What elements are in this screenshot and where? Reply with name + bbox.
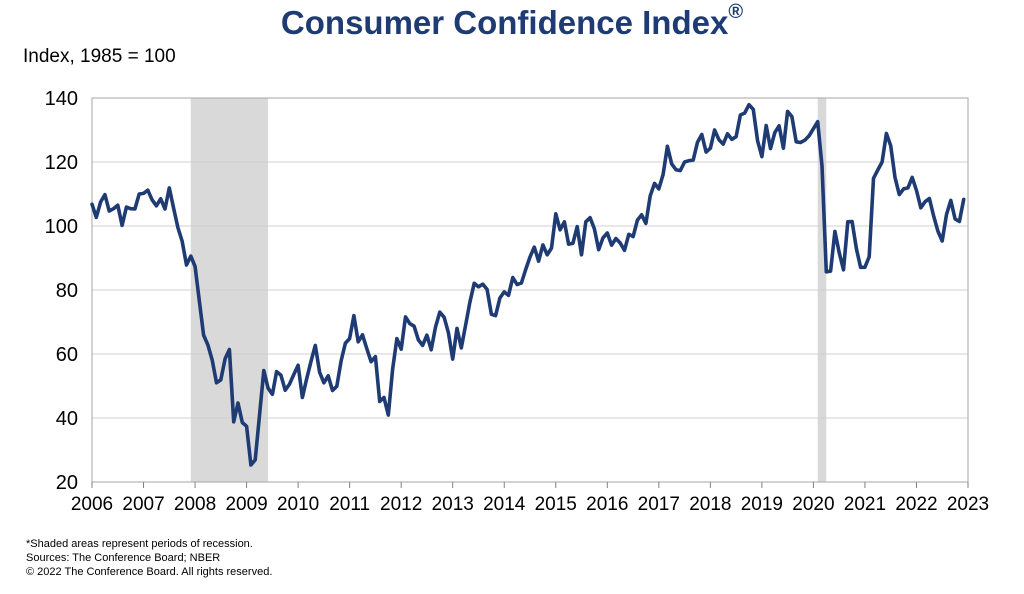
y-tick-label: 120 [45, 152, 78, 174]
x-tick-label: 2017 [638, 494, 680, 515]
x-tick-label: 2018 [689, 494, 731, 515]
x-tick-label: 2023 [947, 494, 989, 515]
x-tick-label: 2009 [225, 494, 267, 515]
copyright-note: © 2022 The Conference Board. All rights … [26, 566, 273, 578]
recession-note: *Shaded areas represent periods of reces… [26, 538, 253, 550]
sources-note: Sources: The Conference Board; NBER [26, 552, 221, 564]
x-tick-label: 2011 [329, 494, 370, 515]
x-tick-label: 2012 [380, 494, 422, 515]
y-tick-label: 140 [45, 88, 78, 110]
x-tick-label: 2022 [895, 494, 937, 515]
x-tick-label: 2006 [71, 494, 113, 515]
x-tick-label: 2016 [586, 494, 628, 515]
chart-title-text: Consumer Confidence Index [280, 4, 729, 41]
x-tick-label: 2008 [174, 494, 216, 515]
x-tick-label: 2021 [844, 494, 886, 515]
y-axis-label: Index, 1985 = 100 [23, 46, 176, 67]
x-tick-label: 2020 [792, 494, 834, 515]
x-tick-label: 2015 [535, 494, 577, 515]
x-tick-label: 2019 [741, 494, 783, 515]
y-tick-label: 60 [56, 344, 78, 366]
registered-mark: ® [728, 1, 744, 23]
x-tick-label: 2007 [122, 494, 164, 515]
y-tick-label: 100 [45, 216, 78, 238]
x-tick-label: 2010 [277, 494, 319, 515]
chart-title: Consumer Confidence Index® [0, 1, 1024, 42]
series-line-0 [90, 102, 966, 467]
plot-frame [91, 97, 969, 483]
y-tick-label: 20 [56, 472, 78, 494]
y-tick-label: 80 [56, 280, 78, 302]
y-tick-label: 40 [56, 408, 78, 430]
x-tick-label: 2014 [483, 494, 526, 515]
x-tick-label: 2013 [432, 494, 474, 515]
